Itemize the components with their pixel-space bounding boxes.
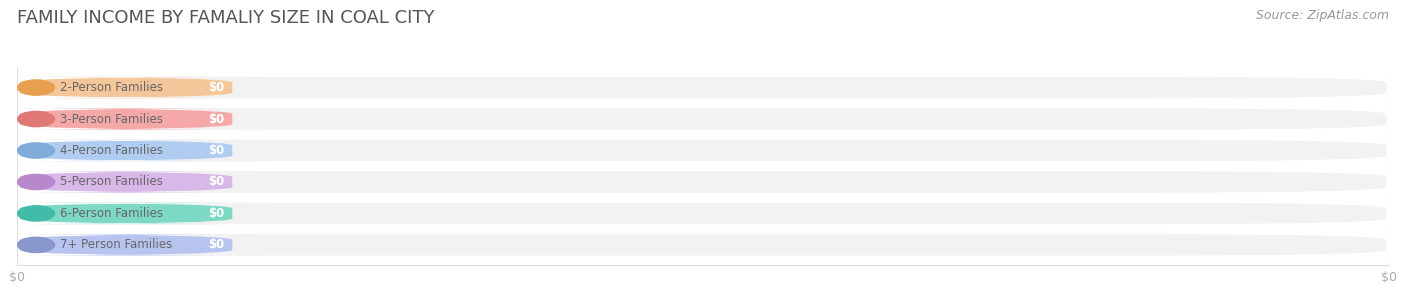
Text: 2-Person Families: 2-Person Families xyxy=(60,81,163,94)
FancyBboxPatch shape xyxy=(20,140,1386,161)
FancyBboxPatch shape xyxy=(20,77,1386,98)
FancyBboxPatch shape xyxy=(0,234,267,256)
Text: 7+ Person Families: 7+ Person Families xyxy=(60,239,173,251)
Text: $0: $0 xyxy=(208,239,224,251)
Text: 4-Person Families: 4-Person Families xyxy=(60,144,163,157)
Ellipse shape xyxy=(17,174,55,190)
Text: $0: $0 xyxy=(208,175,224,188)
FancyBboxPatch shape xyxy=(0,140,267,161)
Text: Source: ZipAtlas.com: Source: ZipAtlas.com xyxy=(1256,9,1389,22)
Ellipse shape xyxy=(17,237,55,253)
FancyBboxPatch shape xyxy=(0,203,267,224)
Ellipse shape xyxy=(17,205,55,222)
FancyBboxPatch shape xyxy=(20,171,1386,193)
Text: $0: $0 xyxy=(208,144,224,157)
Text: $0: $0 xyxy=(208,113,224,126)
Text: $0: $0 xyxy=(208,81,224,94)
Text: FAMILY INCOME BY FAMALIY SIZE IN COAL CITY: FAMILY INCOME BY FAMALIY SIZE IN COAL CI… xyxy=(17,9,434,27)
Text: 6-Person Families: 6-Person Families xyxy=(60,207,163,220)
Ellipse shape xyxy=(17,79,55,96)
FancyBboxPatch shape xyxy=(20,108,1386,130)
FancyBboxPatch shape xyxy=(0,77,267,98)
Text: $0: $0 xyxy=(208,207,224,220)
Ellipse shape xyxy=(17,142,55,159)
Text: 3-Person Families: 3-Person Families xyxy=(60,113,163,126)
FancyBboxPatch shape xyxy=(20,203,1386,224)
FancyBboxPatch shape xyxy=(0,171,267,193)
Text: 5-Person Families: 5-Person Families xyxy=(60,175,163,188)
FancyBboxPatch shape xyxy=(20,234,1386,256)
Ellipse shape xyxy=(17,111,55,127)
FancyBboxPatch shape xyxy=(0,108,267,130)
